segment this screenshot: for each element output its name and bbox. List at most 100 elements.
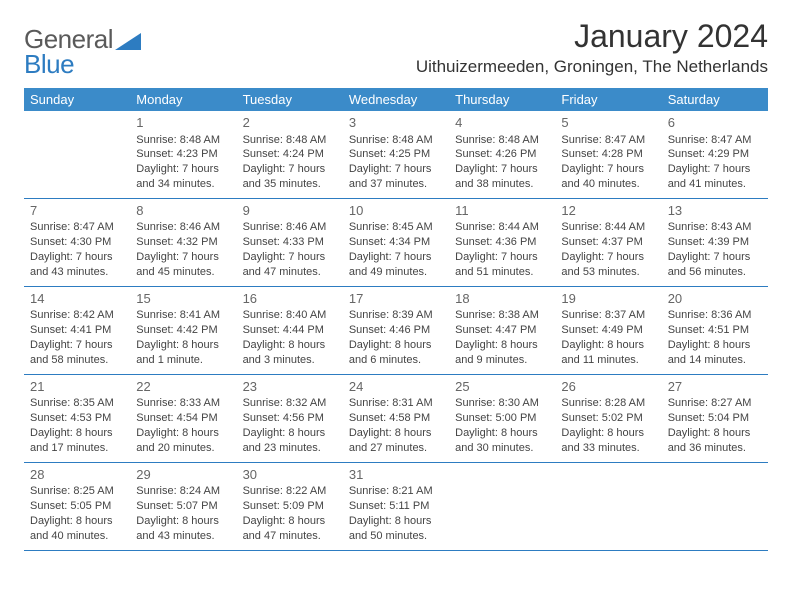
sunrise-line: Sunrise: 8:47 AM — [561, 133, 655, 148]
sunrise-line: Sunrise: 8:38 AM — [455, 308, 549, 323]
sunrise-line: Sunrise: 8:32 AM — [243, 396, 337, 411]
sunrise-line: Sunrise: 8:24 AM — [136, 484, 230, 499]
month-title: January 2024 — [416, 18, 768, 55]
location: Uithuizermeeden, Groningen, The Netherla… — [416, 57, 768, 77]
day-cell: 7Sunrise: 8:47 AMSunset: 4:30 PMDaylight… — [24, 199, 130, 286]
day-number: 8 — [136, 202, 230, 220]
day-number: 27 — [668, 378, 762, 396]
daylight-line: Daylight: 8 hours and 11 minutes. — [561, 338, 655, 368]
day-cell: 18Sunrise: 8:38 AMSunset: 4:47 PMDayligh… — [449, 287, 555, 374]
daylight-line: Daylight: 7 hours and 51 minutes. — [455, 250, 549, 280]
day-cell — [662, 463, 768, 550]
sunrise-line: Sunrise: 8:41 AM — [136, 308, 230, 323]
sunset-line: Sunset: 5:02 PM — [561, 411, 655, 426]
day-cell: 29Sunrise: 8:24 AMSunset: 5:07 PMDayligh… — [130, 463, 236, 550]
sunrise-line: Sunrise: 8:45 AM — [349, 220, 443, 235]
day-number: 12 — [561, 202, 655, 220]
sunrise-line: Sunrise: 8:33 AM — [136, 396, 230, 411]
day-cell: 19Sunrise: 8:37 AMSunset: 4:49 PMDayligh… — [555, 287, 661, 374]
day-cell: 15Sunrise: 8:41 AMSunset: 4:42 PMDayligh… — [130, 287, 236, 374]
sunrise-line: Sunrise: 8:46 AM — [136, 220, 230, 235]
day-cell: 1Sunrise: 8:48 AMSunset: 4:23 PMDaylight… — [130, 111, 236, 198]
sunset-line: Sunset: 4:51 PM — [668, 323, 762, 338]
daylight-line: Daylight: 8 hours and 27 minutes. — [349, 426, 443, 456]
day-cell: 12Sunrise: 8:44 AMSunset: 4:37 PMDayligh… — [555, 199, 661, 286]
sunset-line: Sunset: 4:36 PM — [455, 235, 549, 250]
sunset-line: Sunset: 5:07 PM — [136, 499, 230, 514]
day-header: Tuesday — [237, 88, 343, 111]
sunrise-line: Sunrise: 8:37 AM — [561, 308, 655, 323]
sunset-line: Sunset: 4:26 PM — [455, 147, 549, 162]
day-number: 14 — [30, 290, 124, 308]
day-number: 4 — [455, 114, 549, 132]
day-header: Thursday — [449, 88, 555, 111]
daylight-line: Daylight: 8 hours and 17 minutes. — [30, 426, 124, 456]
day-number: 22 — [136, 378, 230, 396]
sunrise-line: Sunrise: 8:21 AM — [349, 484, 443, 499]
day-cell — [449, 463, 555, 550]
day-number: 18 — [455, 290, 549, 308]
day-number: 25 — [455, 378, 549, 396]
day-cell: 5Sunrise: 8:47 AMSunset: 4:28 PMDaylight… — [555, 111, 661, 198]
day-number: 6 — [668, 114, 762, 132]
daylight-line: Daylight: 7 hours and 56 minutes. — [668, 250, 762, 280]
sunset-line: Sunset: 4:29 PM — [668, 147, 762, 162]
daylight-line: Daylight: 7 hours and 53 minutes. — [561, 250, 655, 280]
day-cell: 16Sunrise: 8:40 AMSunset: 4:44 PMDayligh… — [237, 287, 343, 374]
day-header: Saturday — [662, 88, 768, 111]
sunset-line: Sunset: 4:34 PM — [349, 235, 443, 250]
sunset-line: Sunset: 4:33 PM — [243, 235, 337, 250]
day-cell: 14Sunrise: 8:42 AMSunset: 4:41 PMDayligh… — [24, 287, 130, 374]
sunset-line: Sunset: 5:04 PM — [668, 411, 762, 426]
sunrise-line: Sunrise: 8:31 AM — [349, 396, 443, 411]
daylight-line: Daylight: 8 hours and 43 minutes. — [136, 514, 230, 544]
sunrise-line: Sunrise: 8:22 AM — [243, 484, 337, 499]
day-number: 13 — [668, 202, 762, 220]
day-number: 20 — [668, 290, 762, 308]
day-cell: 20Sunrise: 8:36 AMSunset: 4:51 PMDayligh… — [662, 287, 768, 374]
day-number: 3 — [349, 114, 443, 132]
daylight-line: Daylight: 8 hours and 1 minute. — [136, 338, 230, 368]
daylight-line: Daylight: 8 hours and 14 minutes. — [668, 338, 762, 368]
day-number: 26 — [561, 378, 655, 396]
logo-word2: Blue — [24, 49, 74, 80]
day-cell: 27Sunrise: 8:27 AMSunset: 5:04 PMDayligh… — [662, 375, 768, 462]
day-cell: 31Sunrise: 8:21 AMSunset: 5:11 PMDayligh… — [343, 463, 449, 550]
daylight-line: Daylight: 8 hours and 50 minutes. — [349, 514, 443, 544]
day-number: 10 — [349, 202, 443, 220]
day-cell: 17Sunrise: 8:39 AMSunset: 4:46 PMDayligh… — [343, 287, 449, 374]
daylight-line: Daylight: 7 hours and 41 minutes. — [668, 162, 762, 192]
daylight-line: Daylight: 7 hours and 34 minutes. — [136, 162, 230, 192]
sunrise-line: Sunrise: 8:25 AM — [30, 484, 124, 499]
daylight-line: Daylight: 8 hours and 6 minutes. — [349, 338, 443, 368]
sunset-line: Sunset: 4:30 PM — [30, 235, 124, 250]
day-number: 5 — [561, 114, 655, 132]
sunset-line: Sunset: 5:00 PM — [455, 411, 549, 426]
day-number: 15 — [136, 290, 230, 308]
logo-triangle-icon — [115, 30, 141, 55]
day-number: 9 — [243, 202, 337, 220]
sunset-line: Sunset: 4:56 PM — [243, 411, 337, 426]
day-number: 23 — [243, 378, 337, 396]
week-row: 14Sunrise: 8:42 AMSunset: 4:41 PMDayligh… — [24, 287, 768, 375]
daylight-line: Daylight: 8 hours and 36 minutes. — [668, 426, 762, 456]
daylight-line: Daylight: 7 hours and 37 minutes. — [349, 162, 443, 192]
day-cell: 10Sunrise: 8:45 AMSunset: 4:34 PMDayligh… — [343, 199, 449, 286]
day-header: Friday — [555, 88, 661, 111]
sunrise-line: Sunrise: 8:48 AM — [136, 133, 230, 148]
day-cell: 11Sunrise: 8:44 AMSunset: 4:36 PMDayligh… — [449, 199, 555, 286]
day-cell — [24, 111, 130, 198]
day-cell — [555, 463, 661, 550]
daylight-line: Daylight: 7 hours and 58 minutes. — [30, 338, 124, 368]
day-header-row: SundayMondayTuesdayWednesdayThursdayFrid… — [24, 88, 768, 111]
sunrise-line: Sunrise: 8:39 AM — [349, 308, 443, 323]
day-number: 2 — [243, 114, 337, 132]
sunset-line: Sunset: 4:39 PM — [668, 235, 762, 250]
day-cell: 24Sunrise: 8:31 AMSunset: 4:58 PMDayligh… — [343, 375, 449, 462]
day-header: Sunday — [24, 88, 130, 111]
sunset-line: Sunset: 4:46 PM — [349, 323, 443, 338]
sunrise-line: Sunrise: 8:27 AM — [668, 396, 762, 411]
header: General Blue January 2024 Uithuizermeede… — [24, 18, 768, 80]
daylight-line: Daylight: 8 hours and 33 minutes. — [561, 426, 655, 456]
sunset-line: Sunset: 4:28 PM — [561, 147, 655, 162]
